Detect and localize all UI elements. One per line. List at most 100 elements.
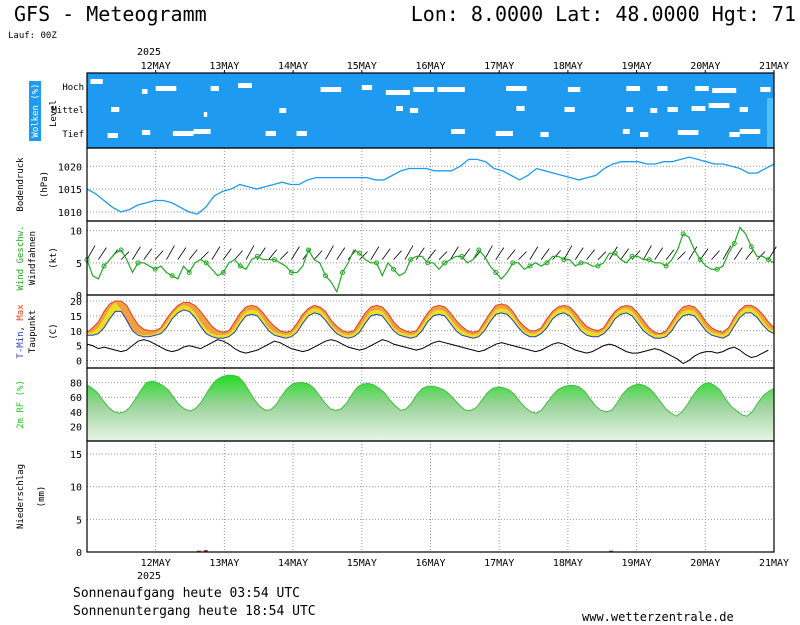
xtick-label-top: 20MAY [690,61,720,72]
xtick-label-bottom: 12MAY [141,558,171,569]
xtick-label-top: 21MAY [759,61,789,72]
cloud-gap [657,86,668,91]
dewpoint-ylabel-part: Taupunkt [28,310,38,353]
year-label-top: 2025 [137,47,161,58]
ytick-label-temperature: 0 [76,357,82,368]
temp-ylabel: T-Min, Max [16,304,26,359]
wind-barb [733,247,743,260]
cloud-gap [506,86,527,91]
wind-barb [268,249,277,260]
cloud-level-label: Mittel [51,106,84,116]
xtick-label-top: 16MAY [415,61,445,72]
wind-barb [370,246,380,260]
ytick-label-wind: 10 [70,227,82,238]
wind-barb [222,248,232,260]
wind-barb [540,248,550,260]
wind-barb [279,251,289,260]
wind-point [203,260,209,266]
precip-unit-part: (mm) [37,486,47,508]
wind-point [288,269,294,275]
wind-point [561,257,567,263]
wind-barb [200,251,209,260]
cloud-gap [451,129,465,134]
xtick-label-top: 19MAY [622,61,652,72]
cloud-level-ylabel-part: Level [49,100,59,127]
cloud-gap [409,108,419,113]
wind-barb [745,249,754,260]
wind-barb [234,250,243,260]
cloud-gap [172,131,194,136]
cloud-ylabel-part: Wolken (%) [31,83,41,137]
location-coordinates: Lon: 8.0000 Lat: 48.0000 Hgt: 71 [410,2,796,26]
wind-barb [529,246,539,260]
wind-barb [756,251,766,260]
wind-point [748,244,754,250]
cloud-gap [622,129,630,134]
wind-barb [381,248,391,260]
wind-point [391,266,397,272]
wind-speed-line [86,226,775,294]
wind-barb [574,247,584,260]
source-link[interactable]: www.wetterzentrale.de [582,610,734,624]
wind-barb [313,250,323,260]
wind-point [527,263,533,269]
xtick-label-bottom: 21MAY [759,558,789,569]
ytick-label-pressure: 1020 [58,162,82,173]
page-title: GFS - Meteogramm [14,2,207,26]
cloud-gap [413,87,434,92]
wind-point [254,253,260,259]
temp-unit-part: (C) [49,323,59,339]
cloud-gap [739,107,748,112]
wind-point [646,257,652,263]
wind-barb [132,246,141,260]
cloud-gap [141,89,148,94]
wind-barb [484,245,493,260]
rh-ylabel-part: 2m RF (%) [16,380,26,429]
wind-barb [438,251,448,260]
wind-barb [336,247,346,260]
wind-barb [325,245,334,260]
wind-point [765,257,771,263]
temp-ylabel-part: T-Min [16,332,26,359]
panel-frames [86,70,775,553]
wind-point [714,266,720,272]
wind-point [339,269,345,275]
cloud-cover-area [87,73,774,148]
wind-barb [495,247,505,260]
cloud-gap [691,106,706,111]
cloud-gap [567,87,581,92]
cloud-gap [361,85,373,90]
wind-barb [245,245,255,260]
temp-unit: (C) [49,323,59,339]
ytick-label-temperature: 20 [70,297,82,308]
xtick-label-bottom: 14MAY [278,558,308,569]
cloud-gap [739,129,761,134]
xtick-label-top: 14MAY [278,61,308,72]
pressure-ylabel: Bodendruck [16,157,26,212]
panel-backgrounds [87,73,774,148]
ytick-label-humidity: 80 [70,379,82,390]
cloud-gap [279,108,287,113]
ytick-label-precip: 5 [76,515,82,526]
cloud-gap [640,132,649,137]
wind-point [459,253,465,259]
ytick-label-precip: 0 [76,548,82,559]
xtick-label-bottom: 18MAY [553,558,583,569]
tmax-band [87,300,774,336]
model-run-label: Lauf: 00Z [8,31,57,41]
wind-point [357,250,363,256]
wind-barb [767,246,777,260]
ytick-label-precip: 15 [70,450,82,461]
wind-barb [586,249,595,260]
wind-point [322,273,328,279]
wind-barb [166,245,175,260]
cloud-gap [712,88,737,93]
wind-barb [359,251,368,260]
wind-barb [177,247,187,260]
wind-point [425,260,431,266]
wind-barb [506,249,516,260]
wind-barb [711,250,720,260]
ytick-label-humidity: 20 [70,422,82,433]
cloud-gap [193,129,211,134]
xtick-label-top: 13MAY [209,61,239,72]
